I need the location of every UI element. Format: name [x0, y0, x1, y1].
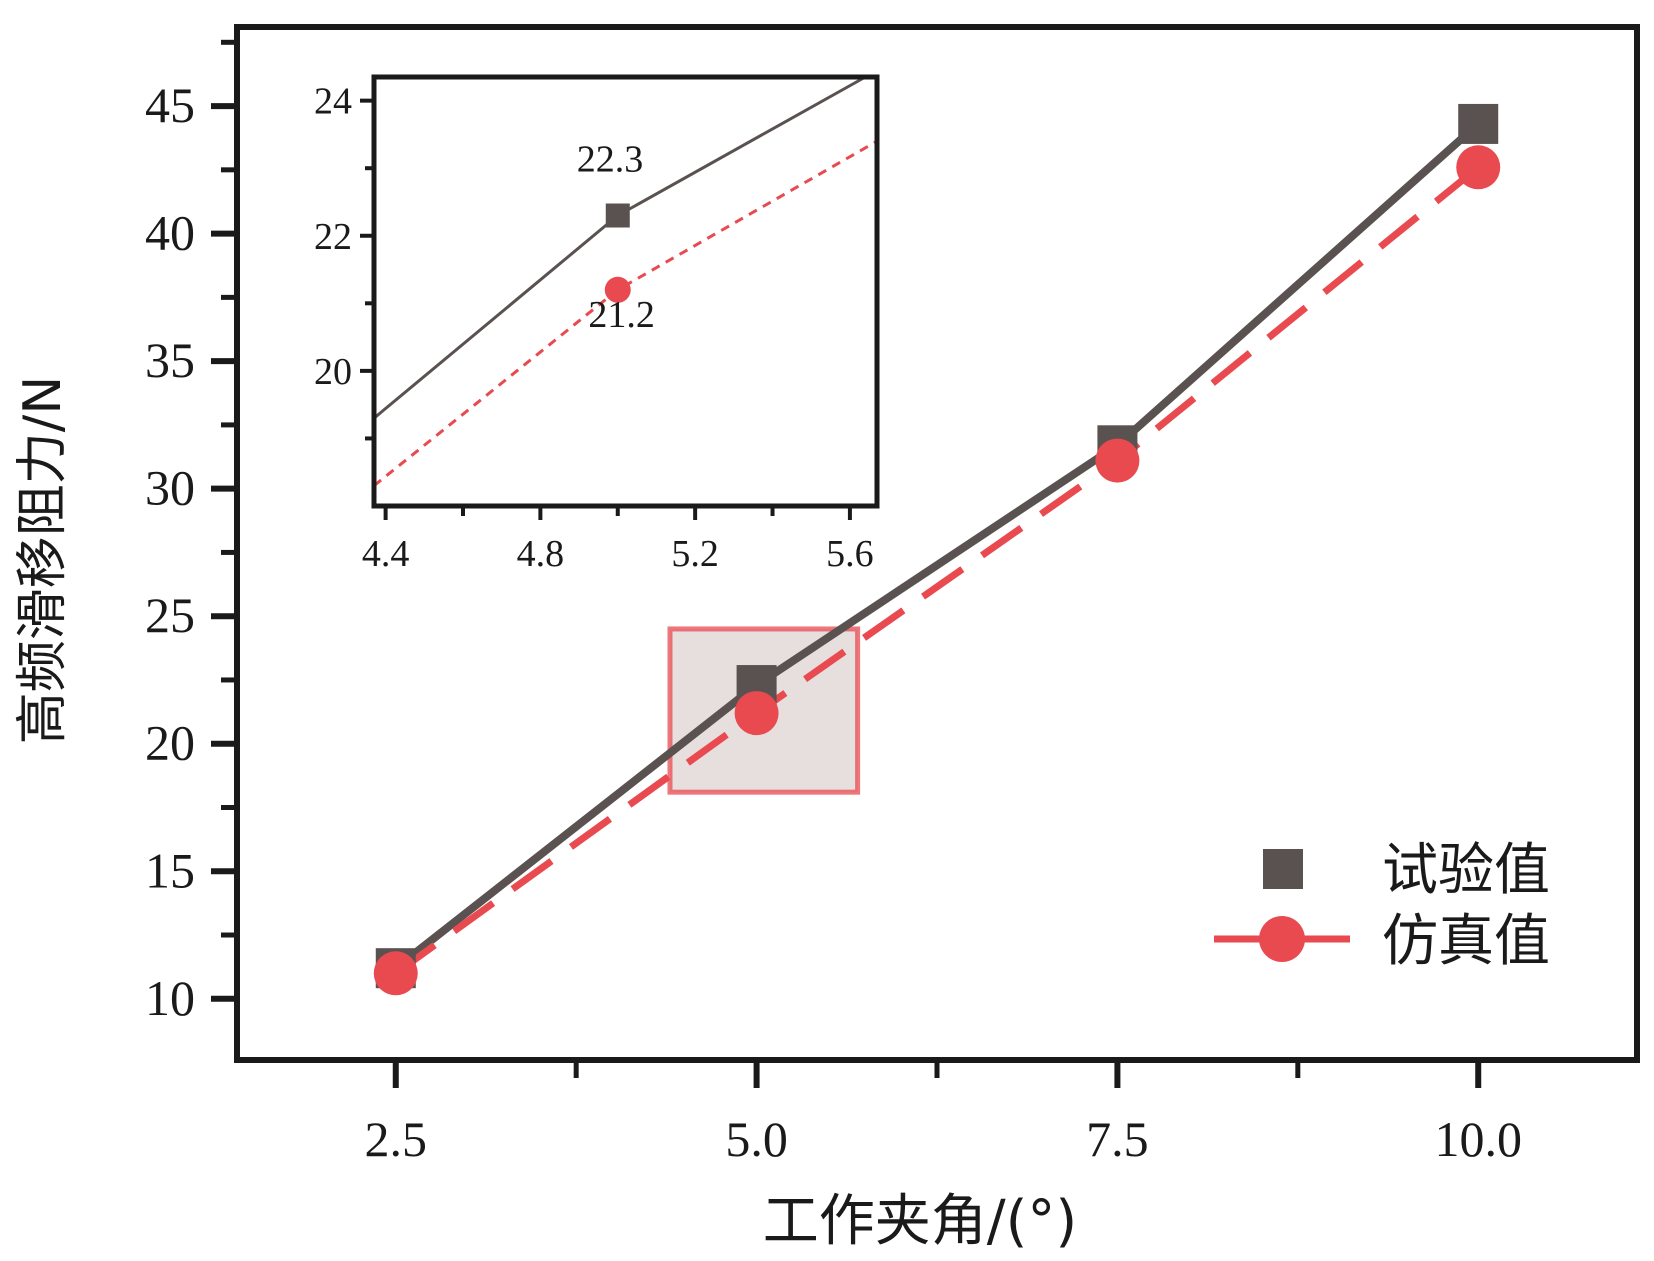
y-axis-title: 高频滑移阻力/N — [13, 376, 73, 744]
inset-y-tick-label: 20 — [314, 351, 352, 393]
y-tick-label: 10 — [145, 970, 195, 1026]
legend-marker-simulated — [1259, 916, 1305, 962]
marker-simulated — [1456, 145, 1501, 190]
inset-plot: 22.3 21.2 20 22 24 4.4 4.8 5.2 5.6 — [314, 74, 880, 575]
x-tick-label: 7.5 — [1086, 1111, 1149, 1167]
y-tick-label: 30 — [145, 460, 195, 516]
y-tick-label: 15 — [145, 842, 195, 898]
legend-label-measured: 试验值 — [1382, 838, 1550, 903]
y-tick-label: 35 — [145, 332, 195, 388]
marker-simulated — [1095, 438, 1140, 483]
series-line-measured — [393, 120, 1481, 972]
inset-marker-simulated — [604, 276, 631, 303]
main-plot: 10 15 20 25 30 35 40 45 2.5 5.0 7.5 10.0 — [145, 24, 1640, 1167]
y-tick-label: 20 — [145, 715, 195, 771]
marker-measured — [1458, 103, 1499, 144]
x-axis-title: 工作夹角/(°) — [763, 1189, 1078, 1254]
inset-x-tick-label: 5.6 — [826, 533, 874, 575]
marker-simulated — [734, 691, 779, 736]
inset-frame — [371, 74, 880, 509]
inset-x-tick-label: 4.4 — [362, 533, 410, 575]
inset-y-tick-label: 22 — [314, 216, 352, 258]
inset-x-tick-label: 5.2 — [671, 533, 719, 575]
x-tick-label: 5.0 — [725, 1111, 788, 1167]
y-tick-label: 45 — [145, 77, 195, 133]
x-tick-label: 2.5 — [365, 1111, 428, 1167]
data-value-label: 21.2 — [588, 294, 655, 336]
y-tick-label: 25 — [145, 587, 195, 643]
marker-simulated — [373, 951, 418, 996]
inset-x-tick-label: 4.8 — [517, 533, 565, 575]
data-value-label: 22.3 — [577, 139, 644, 181]
inset-marker-measured — [605, 203, 630, 228]
legend-marker-measured — [1263, 849, 1303, 889]
y-tick-label: 40 — [145, 205, 195, 261]
x-tick-label: 10.0 — [1434, 1111, 1522, 1167]
legend-label-simulated: 仿真值 — [1382, 909, 1550, 974]
inset-y-tick-label: 24 — [314, 81, 352, 123]
series-line-simulated — [393, 164, 1481, 977]
